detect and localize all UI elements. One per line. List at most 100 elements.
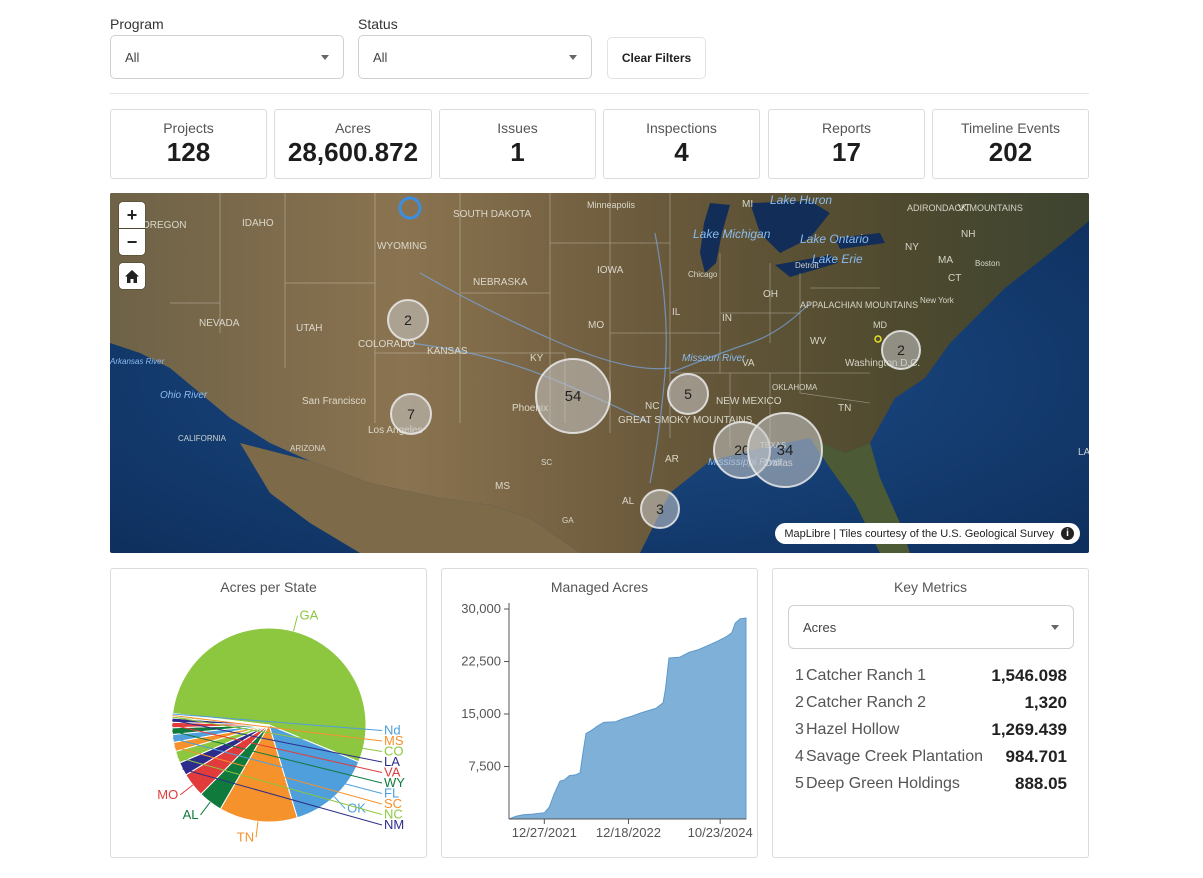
map-place-label: IOWA	[597, 265, 624, 276]
map-place-label: NH	[961, 229, 975, 240]
map-canvas[interactable]: OREGON IDAHO WYOMING SOUTH DAKOTA Minneapoli…	[110, 193, 1089, 553]
pie-leader-line	[177, 756, 383, 815]
map-place-label: APPALACHIAN MOUNTAINS	[800, 300, 918, 310]
pie-slice-ok[interactable]	[268, 724, 360, 819]
cluster-count: 2	[897, 342, 905, 358]
map-place-label: CT	[948, 273, 961, 284]
y-tick-label: 22,500	[461, 654, 501, 669]
map-place-label: MO	[588, 320, 604, 331]
pie-slice-tn[interactable]	[219, 723, 298, 823]
pie-leader-line	[179, 784, 194, 796]
status-select[interactable]: All	[358, 35, 592, 79]
metric-name: Hazel Hollow	[806, 720, 900, 738]
metric-rank: 1	[795, 666, 804, 684]
map-place-label: AR	[665, 454, 679, 465]
info-icon[interactable]: i	[1061, 527, 1074, 540]
x-tick-label: 12/18/2022	[596, 825, 661, 840]
cluster-circle[interactable]	[881, 330, 921, 370]
cluster-count: 7	[407, 406, 415, 422]
metric-row: 1 Catcher Ranch 1 1,546.098	[795, 662, 1067, 689]
map-place-label: WV	[810, 336, 826, 347]
zoom-in-button[interactable]: +	[119, 202, 145, 228]
map-place-label: OKLAHOMA	[772, 383, 818, 392]
cluster-markers[interactable]: 2 2 54 5 7 20 34 3	[387, 299, 921, 529]
project-map[interactable]: OREGON IDAHO WYOMING SOUTH DAKOTA Minneapoli…	[110, 193, 1089, 553]
map-place-label: MA	[938, 255, 953, 266]
map-place-label: IN	[722, 313, 732, 324]
pie-label-nc: NC	[384, 807, 403, 822]
cluster-oklahoma[interactable]: 54	[535, 358, 611, 434]
metric-value: 1,546.098	[991, 665, 1067, 685]
cluster-louisiana[interactable]: 3	[640, 489, 680, 529]
map-place-label: SC	[541, 458, 552, 467]
map-place-label: Arkansas River	[110, 357, 165, 366]
status-filter-label: Status	[358, 16, 398, 32]
metric-rank: 4	[795, 747, 804, 765]
pie-label-la: LA	[384, 754, 400, 769]
lake-huron	[750, 201, 830, 253]
pie-label-wy: WY	[384, 775, 405, 790]
pie-label-al: AL	[183, 807, 199, 822]
point-marker-icon[interactable]	[874, 335, 882, 343]
cluster-circle[interactable]	[535, 358, 611, 434]
map-place-label: Minneapolis	[587, 200, 636, 210]
pie-slice-ga[interactable]	[172, 627, 367, 763]
attribution-tiles: Tiles courtesy of the	[839, 527, 941, 540]
metric-rank: 5	[795, 774, 804, 792]
cluster-circle[interactable]	[747, 412, 823, 488]
cluster-circle[interactable]	[390, 393, 432, 435]
status-select-value: All	[373, 49, 388, 65]
location-marker-icon[interactable]	[398, 196, 422, 220]
map-place-label: GREAT SMOKY MOUNTAINS	[618, 415, 753, 426]
attribution-lib[interactable]: MapLibre	[784, 527, 831, 540]
missouri-river	[419, 272, 671, 370]
cluster-new-mexico[interactable]: 7	[390, 393, 432, 435]
map-place-label: Houston	[110, 193, 144, 195]
attribution-source[interactable]: U.S. Geological Survey	[940, 527, 1054, 540]
map-place-label: Chicago	[688, 270, 718, 279]
home-icon	[125, 269, 139, 283]
metric-select[interactable]: Acres	[788, 605, 1074, 649]
metric-value: 984.701	[1005, 746, 1067, 766]
zoom-out-button[interactable]: −	[119, 229, 145, 255]
cluster-washington-dc[interactable]: 2	[881, 330, 921, 370]
map-place-label: KANSAS	[427, 346, 468, 357]
pie-label-nm: NM	[384, 817, 404, 832]
y-tick-label: 7,500	[468, 759, 501, 774]
cluster-count: 34	[777, 442, 794, 459]
map-place-label: NY	[905, 242, 919, 253]
cluster-colorado[interactable]: 2	[387, 299, 429, 341]
pie-leader-line	[255, 821, 259, 838]
pie-leader-line	[172, 719, 383, 763]
home-button[interactable]	[119, 263, 145, 289]
metric-select-value: Acres	[803, 619, 837, 635]
mississippi-river	[649, 232, 667, 484]
map-place-label: TN	[838, 403, 851, 414]
stat-value: 17	[832, 137, 861, 167]
pie-leader-line	[200, 801, 211, 816]
pie-label-nd: Nd	[384, 723, 401, 738]
stat-value: 28,600.872	[287, 137, 419, 167]
key-metrics-title: Key Metrics	[893, 579, 968, 595]
map-place-label: SOUTH DAKOTA	[453, 209, 531, 220]
cluster-circle[interactable]	[387, 299, 429, 341]
cluster-circle[interactable]	[667, 373, 709, 415]
map-place-label: COLORADO	[358, 339, 415, 350]
map-attribution: MapLibre | Tiles courtesy of the U.S. Ge…	[775, 523, 1080, 544]
cluster-georgia[interactable]: 34	[747, 412, 823, 488]
stat-value: 128	[166, 137, 211, 167]
stat-label: Issues	[497, 120, 538, 136]
acres-per-state-panel: Acres per State GA OK TN AL MO NM NC SC FL WY VA LA…	[110, 568, 427, 858]
metric-name: Catcher Ranch 2	[806, 693, 927, 711]
pie-label-mo: MO	[157, 787, 178, 802]
program-select[interactable]: All	[110, 35, 344, 79]
clear-filters-button[interactable]: Clear Filters	[607, 37, 706, 79]
cluster-circle[interactable]	[640, 489, 680, 529]
area-series[interactable]	[508, 617, 747, 820]
cluster-tennessee[interactable]: 5	[667, 373, 709, 415]
cluster-count: 3	[656, 501, 664, 517]
map-place-label: IDAHO	[242, 218, 274, 229]
pie-leader-line	[174, 746, 383, 805]
area-chart[interactable]: 7,500 15,000 22,500 30,000 12/27/2021 12/18/2…	[442, 569, 757, 857]
